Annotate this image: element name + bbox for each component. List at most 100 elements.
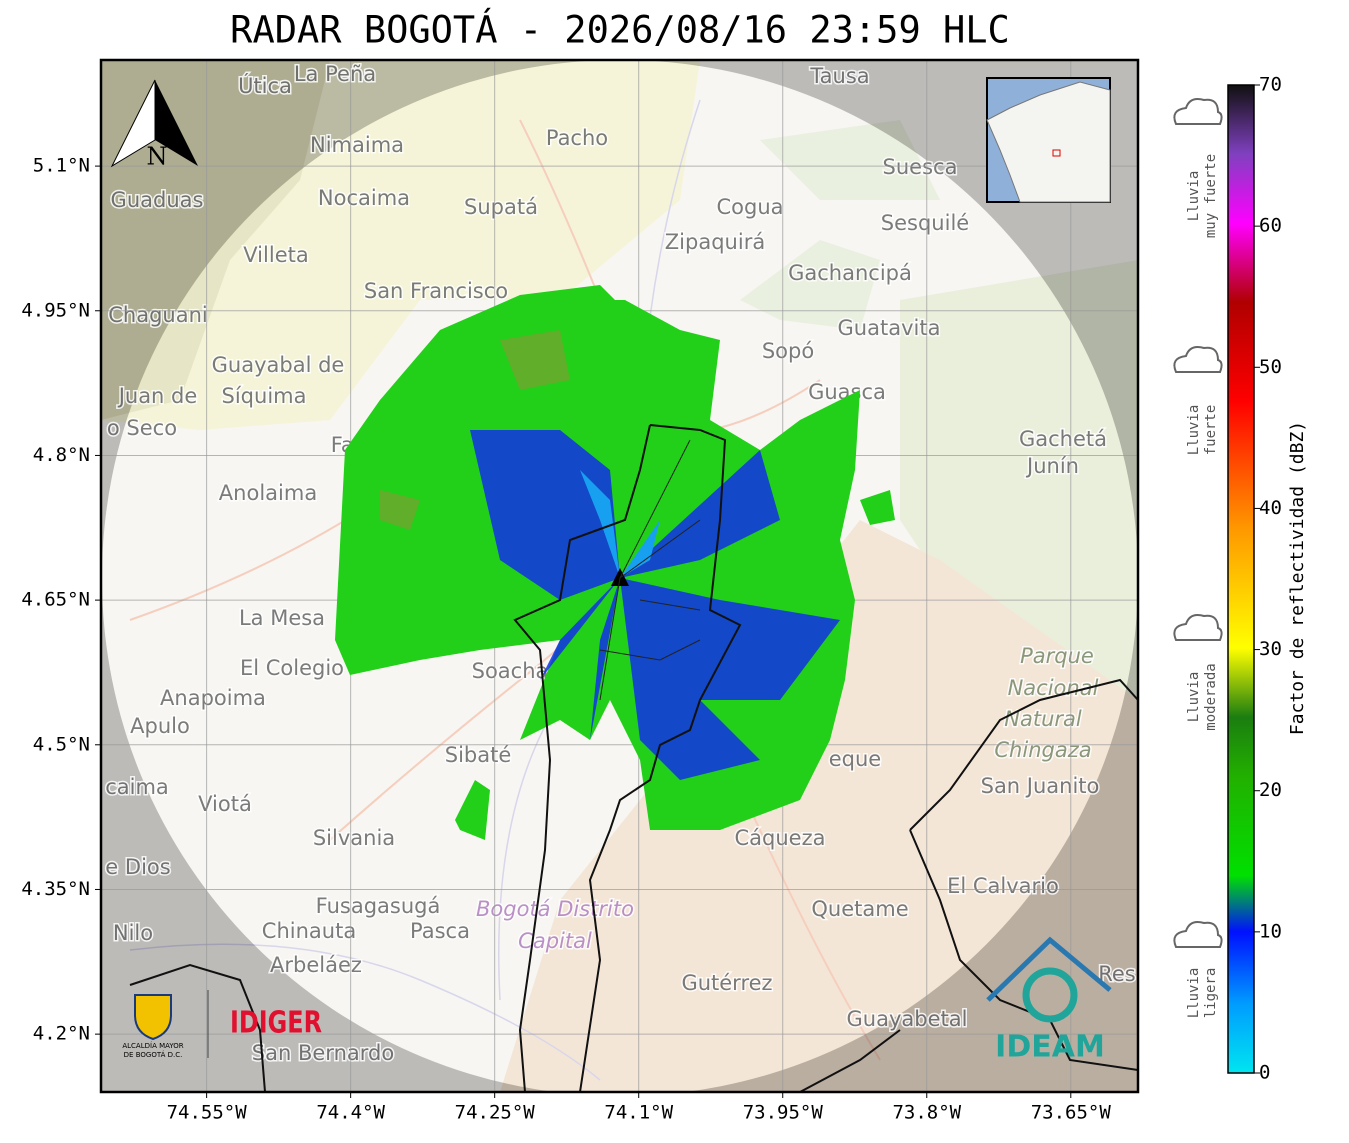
logo-text: DE BOGOTÁ D.C.	[124, 1050, 183, 1059]
place-name: Capital	[518, 929, 592, 953]
place-name: Nilo	[113, 921, 153, 945]
colorbar-tick-label: 50	[1259, 356, 1282, 378]
place-name: El Calvario	[947, 874, 1059, 898]
place-name: Arbeláez	[270, 953, 362, 977]
place-name: o Seco	[107, 416, 177, 440]
place-name: Guatavita	[838, 316, 941, 340]
y-tick-label: 4.8°N	[33, 444, 90, 466]
place-name: Suesca	[883, 155, 958, 179]
colorbar-tick-label: 30	[1259, 638, 1282, 660]
place-name: Cogua	[716, 195, 783, 219]
place-name: Útica	[238, 73, 292, 98]
weather-icon	[1173, 346, 1223, 373]
region	[500, 520, 1138, 1092]
place-name: Sopó	[762, 339, 814, 363]
category-label: fuerte	[1203, 405, 1219, 456]
place-name: La Peña	[294, 62, 376, 86]
category-label: Lluvia	[1186, 405, 1202, 456]
place-name: Guayabal de	[212, 353, 345, 377]
place-name: La Mesa	[239, 606, 325, 630]
logo-text: IDEAM	[995, 1030, 1105, 1065]
place-name: Res	[1098, 962, 1136, 986]
category-label: Lluvia	[1186, 672, 1202, 723]
x-tick-label: 74.55°W	[167, 1102, 248, 1124]
radar-echo	[335, 285, 895, 840]
place-name: Natural	[1004, 707, 1082, 731]
x-tick-label: 73.65°W	[1031, 1102, 1112, 1124]
weather-icon	[1173, 921, 1223, 948]
colorbar-ticks: 0 10 20 30 40 50 60 70	[1254, 74, 1282, 1084]
place-name: Silvania	[313, 826, 395, 850]
echo-area	[580, 470, 660, 578]
place-name: Nimaima	[310, 133, 404, 157]
y-tick-label: 4.95°N	[21, 299, 90, 321]
y-tick-label: 4.5°N	[33, 733, 90, 755]
place-name: Pacho	[546, 126, 608, 150]
category-label: Lluvia	[1186, 171, 1202, 222]
x-tick-label: 74.1°W	[604, 1102, 673, 1124]
colorbar-tick-label: 70	[1259, 74, 1282, 96]
place-name: Chingaza	[994, 738, 1091, 762]
place-name: Fusagasugá	[316, 894, 441, 918]
colorbar-tick-label: 20	[1259, 779, 1282, 801]
place-name: Cáqueza	[735, 826, 826, 850]
x-tick-label: 73.95°W	[743, 1102, 824, 1124]
region	[101, 60, 330, 420]
y-tick-label: 4.65°N	[21, 589, 90, 611]
colorbar-tick-label: 40	[1259, 497, 1282, 519]
place-name: Villeta	[243, 243, 308, 267]
place-name: Guaduas	[111, 188, 204, 212]
echo-area	[470, 430, 840, 780]
colorbar-tick-label: 10	[1259, 920, 1282, 942]
place-name: Parque	[1020, 644, 1094, 668]
weather-icon	[1173, 614, 1223, 641]
y-tick-label: 4.35°N	[21, 878, 90, 900]
place-name: Nocaima	[318, 186, 410, 210]
axes: 74.55°W 74.4°W 74.25°W 74.1°W 73.95°W 73.8°W 7…	[21, 155, 1111, 1124]
place-name: Juan de	[117, 384, 198, 408]
place-name: Soacha	[472, 659, 549, 683]
map: Útica La Peña Tausa Pacho Nimaima Suesca Guadu…	[101, 60, 1138, 1092]
logo-text: ALCALDÍA MAYOR	[122, 1041, 183, 1050]
place-name: San Francisco	[364, 279, 508, 303]
region	[740, 120, 940, 330]
place-name: Guayabetal	[847, 1007, 968, 1031]
place-name: Bogotá Distrito	[476, 897, 634, 921]
place-name: Quetame	[811, 897, 908, 921]
map-frame	[99, 58, 1140, 1094]
place-name: Sesquilé	[881, 211, 969, 235]
place-name: Gachetá	[1019, 427, 1107, 451]
logos: ALCALDÍA MAYOR DE BOGOTÁ D.C. IDIGER IDE…	[122, 936, 1112, 1065]
north-label: N	[147, 143, 168, 171]
colorbar-label: Factor de reflectividad (dBZ)	[1287, 421, 1308, 735]
place-name: El Colegio	[240, 656, 344, 680]
place-name: Gachancipá	[788, 261, 912, 285]
category-label: muy fuerte	[1203, 154, 1219, 238]
place-name: San Juanito	[981, 774, 1100, 798]
x-tick-label: 74.25°W	[455, 1102, 536, 1124]
place-name: e Dios	[105, 855, 170, 879]
colorbar	[1227, 84, 1255, 1074]
title: RADAR BOGOTÁ - 2026/08/16 23:59 HLC	[230, 8, 1010, 52]
category-label: ligera	[1203, 968, 1219, 1019]
echo-area	[380, 330, 570, 530]
place-name: Anolaima	[219, 481, 317, 505]
boundaries	[129, 424, 1138, 1092]
inset-map	[986, 77, 1111, 203]
place-name: eque	[829, 747, 881, 771]
y-tick-label: 4.2°N	[33, 1023, 90, 1045]
place-name: caima	[105, 775, 169, 799]
place-name: Gutérrez	[681, 971, 772, 995]
place-name: Pasca	[410, 919, 470, 943]
category-label: Lluvia	[1186, 968, 1202, 1019]
place-name: Supatá	[464, 195, 538, 219]
place-name: Tausa	[809, 64, 869, 88]
x-tick-label: 74.4°W	[316, 1102, 385, 1124]
place-name: Chaguani	[108, 303, 208, 327]
place-name: Síquima	[222, 384, 307, 408]
north-arrow: N	[110, 79, 198, 171]
category-label: moderada	[1203, 663, 1219, 730]
place-name: Sibaté	[445, 743, 512, 767]
